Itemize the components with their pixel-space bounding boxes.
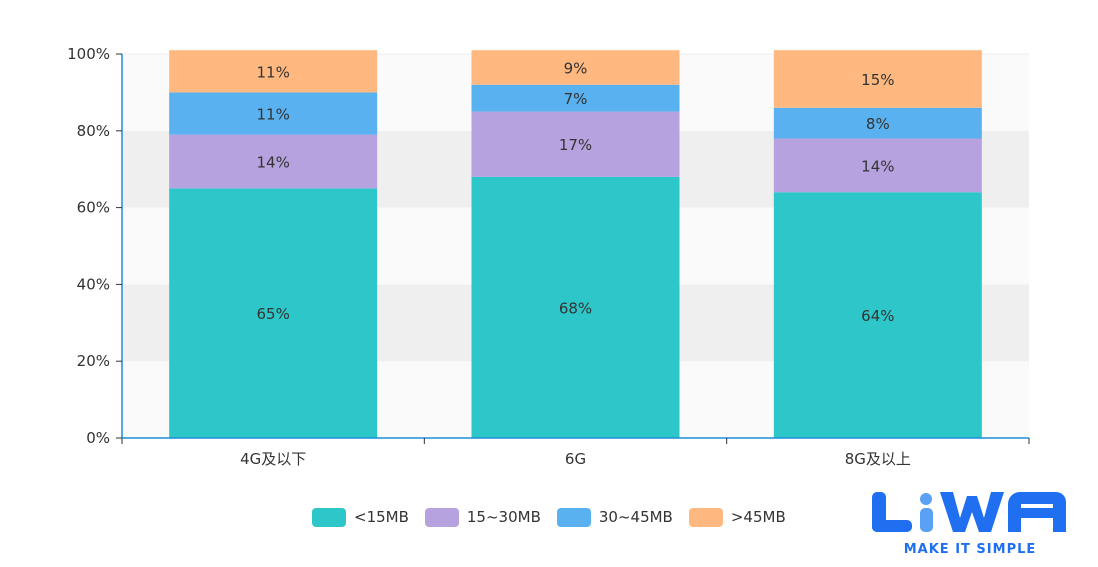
stacked-bar-chart: 0% 20% 40% 60% 80% 100% 4G及以下 6G 8G及以上 65% 14% 11… <box>67 45 1030 468</box>
data-label: 8% <box>866 115 890 133</box>
data-label: 9% <box>564 59 588 77</box>
data-labels: 65% 14% 11% 11% 68% 17% 7% 9% 64% 14% 8% 15% <box>256 59 894 325</box>
legend-swatch <box>688 507 723 527</box>
bar-segment <box>773 138 982 193</box>
bar-segment <box>773 50 982 108</box>
legend-swatch <box>312 507 346 527</box>
legend-label: <15MB <box>354 508 409 526</box>
y-tick-label: 20% <box>77 352 110 370</box>
data-label: 65% <box>256 305 289 323</box>
x-tick-label: 6G <box>565 450 586 468</box>
data-label: 11% <box>256 63 289 81</box>
data-label: 11% <box>256 106 289 124</box>
data-label: 14% <box>861 157 894 175</box>
bar-segment <box>471 111 680 177</box>
y-tick-label: 100% <box>67 45 110 63</box>
data-label: 17% <box>559 136 592 154</box>
legend-label: >45MB <box>730 508 786 526</box>
bar-segment <box>169 188 378 438</box>
bars <box>169 50 982 438</box>
y-tick-labels: 0% 20% 40% 60% 80% 100% <box>67 45 110 447</box>
y-tick-label: 60% <box>77 199 110 217</box>
bar-segment <box>773 192 982 438</box>
liwa-logo: MAKE IT SIMPLE <box>872 492 1066 557</box>
legend-label: 30~45MB <box>598 508 673 526</box>
bar-segment <box>471 84 680 112</box>
legend-item[interactable]: <15MB <box>312 507 409 527</box>
x-tick-labels: 4G及以下 6G 8G及以上 <box>240 450 911 468</box>
bar-segment <box>169 92 378 135</box>
x-tick-label: 8G及以上 <box>845 450 911 468</box>
bar-segment <box>471 176 680 438</box>
legend: <15MB 15~30MB 30~45MB >45MB <box>312 506 802 528</box>
x-tick-label: 4G及以下 <box>240 450 306 468</box>
legend-swatch <box>424 507 459 527</box>
legend-label: 15~30MB <box>466 508 541 526</box>
logo-tagline: MAKE IT SIMPLE <box>904 542 1037 557</box>
data-label: 14% <box>256 154 289 172</box>
bar-segment <box>169 134 378 189</box>
axes <box>116 53 1030 444</box>
legend-swatch <box>556 507 591 527</box>
data-label: 68% <box>559 299 592 317</box>
y-tick-label: 0% <box>86 429 110 447</box>
y-tick-label: 80% <box>77 122 110 140</box>
data-label: 64% <box>861 307 894 325</box>
data-label: 7% <box>564 90 588 108</box>
y-tick-label: 40% <box>77 275 110 293</box>
legend-item[interactable]: 30~45MB <box>556 507 673 527</box>
bar-segment <box>169 50 378 93</box>
bar-segment <box>471 50 680 85</box>
legend-item[interactable]: 15~30MB <box>424 507 541 527</box>
legend-item[interactable]: >45MB <box>688 507 786 527</box>
bar-segment <box>773 107 982 139</box>
data-label: 15% <box>861 71 894 89</box>
